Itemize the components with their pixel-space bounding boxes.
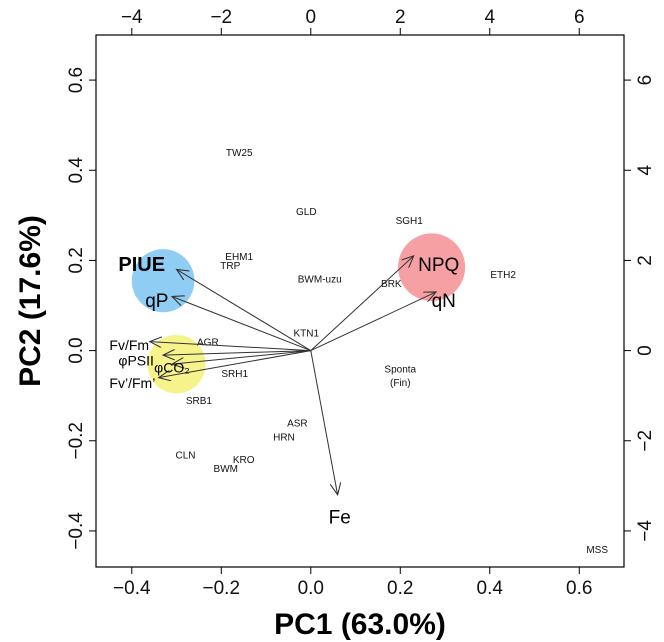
x-axis-title: PC1 (63.0%) [274, 608, 446, 641]
x-tick-label: −0.2 [203, 578, 241, 599]
observation-label: TW25 [226, 148, 253, 159]
right-tick-label: 4 [635, 165, 656, 176]
observation-label: Sponta [384, 365, 416, 376]
y-tick-label: 0.2 [66, 247, 87, 273]
right-tick-label: 0 [635, 345, 656, 356]
loading-arrow [172, 350, 311, 365]
y-tick-label: 0.0 [66, 337, 87, 363]
loading-label: qP [145, 291, 168, 312]
right-tick-label: 2 [635, 255, 656, 266]
plot-frame [95, 34, 625, 568]
y-tick-label: −0.2 [66, 422, 87, 460]
observation-label: SGH1 [396, 216, 424, 227]
observation-label: SRH1 [221, 369, 248, 380]
y-tick-label: −0.4 [66, 512, 87, 550]
observation-label: KRO [233, 455, 255, 466]
loading-arrow [310, 292, 436, 352]
right-tick-label: 6 [635, 75, 656, 86]
observation-label: ASR [287, 419, 308, 430]
loading-arrows [150, 256, 436, 495]
loading-label: Fe [329, 507, 351, 528]
top-tick-label: −2 [210, 7, 232, 28]
right-tick-label: −2 [635, 430, 656, 452]
loading-label: qN [432, 291, 456, 312]
y-tick-label: 0.6 [66, 67, 87, 93]
top-tick-label: 2 [395, 7, 406, 28]
observation-label: BWM-uzu [298, 274, 342, 285]
x-tick-label: 0.0 [298, 578, 324, 599]
y-axis-left: −0.4 −0.2 0.0 0.2 0.4 0.6 [66, 67, 96, 550]
observation-label: BRK [381, 279, 402, 290]
loading-arrow [163, 351, 311, 356]
y-tick-label: 0.4 [66, 157, 87, 184]
x-axis-bottom: −0.4 −0.2 0.0 0.2 0.4 0.6 [113, 567, 592, 599]
loading-arrow [150, 342, 311, 352]
observation-label: AGR [197, 338, 219, 349]
top-tick-label: 0 [305, 7, 316, 28]
observation-label: SRB1 [186, 396, 213, 407]
loading-arrow [310, 256, 414, 351]
loading-arrow [159, 350, 311, 378]
observation-label: GLD [296, 207, 317, 218]
loading-arrow [177, 269, 312, 352]
top-tick-label: −4 [121, 7, 143, 28]
x-tick-label: 0.4 [477, 578, 504, 599]
observation-label: TRP [220, 261, 240, 272]
observation-label: MSS [586, 545, 608, 556]
x-tick-label: −0.4 [113, 578, 151, 599]
x-tick-label: 0.2 [387, 578, 413, 599]
loading-arrow [310, 350, 338, 495]
top-tick-label: 6 [574, 7, 585, 28]
y-axis-title: PC2 (17.6%) [14, 215, 47, 387]
loading-label: φCO₂ [154, 359, 190, 375]
observation-label: CLN [175, 450, 195, 461]
highlight-red [398, 233, 466, 301]
observation-label: BWM [214, 464, 238, 475]
top-tick-label: 4 [484, 7, 495, 28]
observation-label: ETH2 [490, 270, 516, 281]
observation-label: EHM1 [225, 252, 253, 263]
loading-label: NPQ [418, 255, 459, 276]
loading-label: Fv/Fm [109, 337, 149, 353]
x-tick-label: 0.6 [566, 578, 592, 599]
observation-label: KTN1 [294, 329, 320, 340]
loading-label: Fv’/Fm’ [109, 375, 155, 391]
y-axis-right: −4 −2 0 2 4 6 [624, 75, 656, 542]
observation-label: (Fin) [390, 378, 411, 389]
loading-arrow [172, 296, 311, 352]
loading-label: PIUE [118, 254, 165, 276]
right-tick-label: −4 [635, 520, 656, 542]
loading-label: φPSII [118, 353, 154, 369]
observation-label: HRN [273, 432, 295, 443]
x-axis-top: −4 −2 0 2 4 6 [121, 7, 585, 35]
